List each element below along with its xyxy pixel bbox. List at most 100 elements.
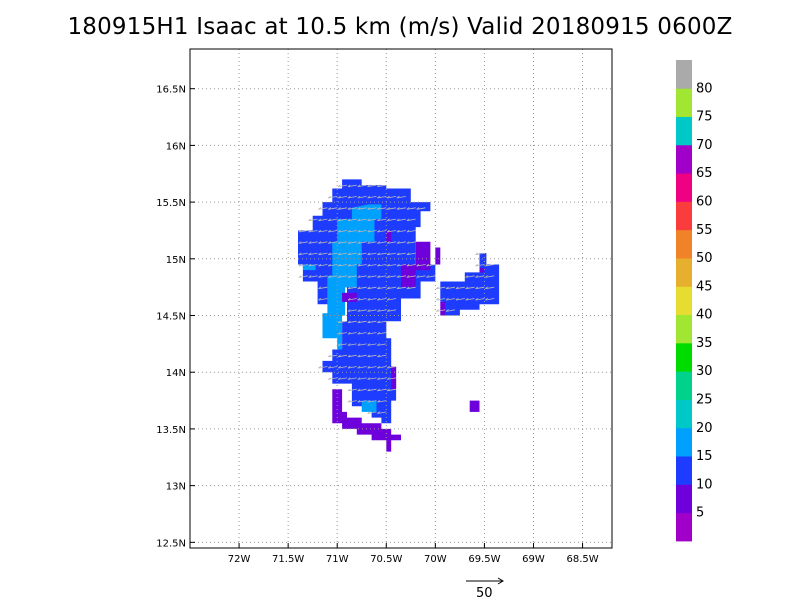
wind-vector-head: [377, 399, 381, 403]
wind-vector-head: [298, 229, 302, 233]
wind-vector-head: [308, 229, 312, 233]
wind-vector: [377, 411, 387, 414]
wind-vector-head: [347, 207, 351, 210]
wind-vector-head: [328, 229, 331, 233]
colorbar-swatch: [676, 173, 692, 202]
wind-vector: [298, 275, 308, 278]
wind-vector-head: [386, 388, 390, 392]
colorbar-label: 20: [696, 421, 713, 436]
wind-vector: [377, 366, 387, 369]
y-tick-label: 13.5N: [156, 425, 186, 436]
wind-vector: [387, 298, 397, 301]
wind-vector-head: [347, 320, 351, 324]
wind-vector: [357, 184, 367, 188]
colorbar-label: 45: [696, 279, 713, 294]
wind-vector: [328, 218, 338, 222]
wind-vector: [387, 275, 397, 278]
wind-vector: [298, 241, 308, 244]
colorbar-label: 35: [696, 336, 713, 351]
wind-vector: [377, 218, 387, 222]
wind-vector-head: [386, 207, 390, 210]
wind-speed-region-6: [342, 292, 357, 302]
wind-vector: [347, 309, 357, 312]
colorbar-label: 50: [696, 251, 713, 266]
wind-vector: [377, 298, 387, 301]
wind-vector: [318, 241, 328, 244]
wind-vectors: [298, 184, 495, 414]
y-tick-label: 15.5N: [156, 198, 186, 209]
y-tick-label: 12.5N: [156, 538, 186, 549]
wind-vector: [347, 207, 357, 210]
wind-speed-region-4: [302, 264, 316, 271]
wind-vector-head: [367, 309, 371, 312]
wind-vector: [338, 241, 348, 244]
wind-vector: [338, 230, 348, 233]
wind-vector: [308, 264, 318, 267]
wind-speed-region-3: [327, 283, 343, 305]
wind-vector-head: [298, 241, 302, 244]
wind-vector: [318, 298, 328, 301]
wind-vector-head: [347, 184, 351, 188]
wind-vector: [338, 332, 348, 335]
wind-vector-head: [465, 286, 469, 290]
wind-vector-head: [465, 297, 469, 301]
wind-vector: [455, 298, 465, 301]
wind-vector: [308, 275, 318, 278]
wind-vector-head: [367, 229, 371, 233]
wind-vector: [338, 366, 348, 369]
wind-vector-head: [377, 365, 381, 369]
wind-vector: [318, 252, 328, 256]
wind-vector-head: [357, 241, 361, 244]
wind-vector: [377, 252, 387, 256]
wind-vector: [357, 388, 367, 392]
wind-vector-head: [367, 399, 371, 403]
wind-vector-head: [377, 331, 381, 335]
wind-vector-head: [485, 297, 488, 301]
wind-vector: [347, 264, 357, 267]
wind-vector: [396, 241, 406, 244]
wind-speed-region-9: [435, 247, 441, 265]
wind-vector-head: [386, 365, 390, 369]
colorbar-swatch: [676, 371, 692, 400]
colorbar-swatch: [676, 286, 692, 316]
wind-vector-head: [445, 286, 449, 290]
wind-vector-head: [386, 218, 390, 222]
wind-vector-head: [347, 195, 351, 199]
wind-vector: [396, 275, 406, 278]
wind-vector: [465, 275, 475, 278]
wind-vector-head: [357, 377, 361, 380]
wind-vector: [377, 309, 387, 312]
wind-vector: [396, 218, 406, 222]
wind-vector: [406, 252, 416, 256]
wind-vector: [377, 354, 387, 358]
colorbar-swatch: [676, 314, 692, 344]
wind-vector-head: [357, 297, 361, 301]
wind-vector: [475, 286, 485, 290]
wind-vector-head: [357, 275, 361, 278]
wind-vector: [377, 286, 387, 290]
wind-vector-head: [455, 297, 459, 301]
wind-vector: [318, 218, 328, 222]
wind-vector-head: [308, 218, 312, 222]
wind-vector-head: [475, 252, 479, 256]
colorbar-swatch: [676, 144, 692, 174]
colorbar-label: 5: [696, 506, 704, 521]
wind-vector-head: [465, 275, 469, 278]
wind-vector: [455, 286, 465, 290]
x-tick-label: 70W: [424, 554, 447, 565]
wind-vector: [416, 264, 426, 267]
colorbar-label: 30: [696, 364, 713, 379]
wind-vector-head: [318, 241, 322, 244]
wind-vector: [347, 332, 357, 335]
wind-vector-head: [337, 275, 341, 278]
wind-vector-head: [318, 286, 322, 290]
wind-vector: [396, 252, 406, 256]
wind-vector-head: [386, 241, 390, 244]
wind-vector-head: [357, 207, 361, 210]
wind-vector-head: [308, 263, 312, 267]
wind-vector: [426, 264, 436, 267]
wind-vector-head: [416, 207, 420, 210]
wind-vector: [338, 196, 348, 199]
wind-vector: [347, 252, 357, 256]
wind-vector-head: [318, 365, 322, 369]
